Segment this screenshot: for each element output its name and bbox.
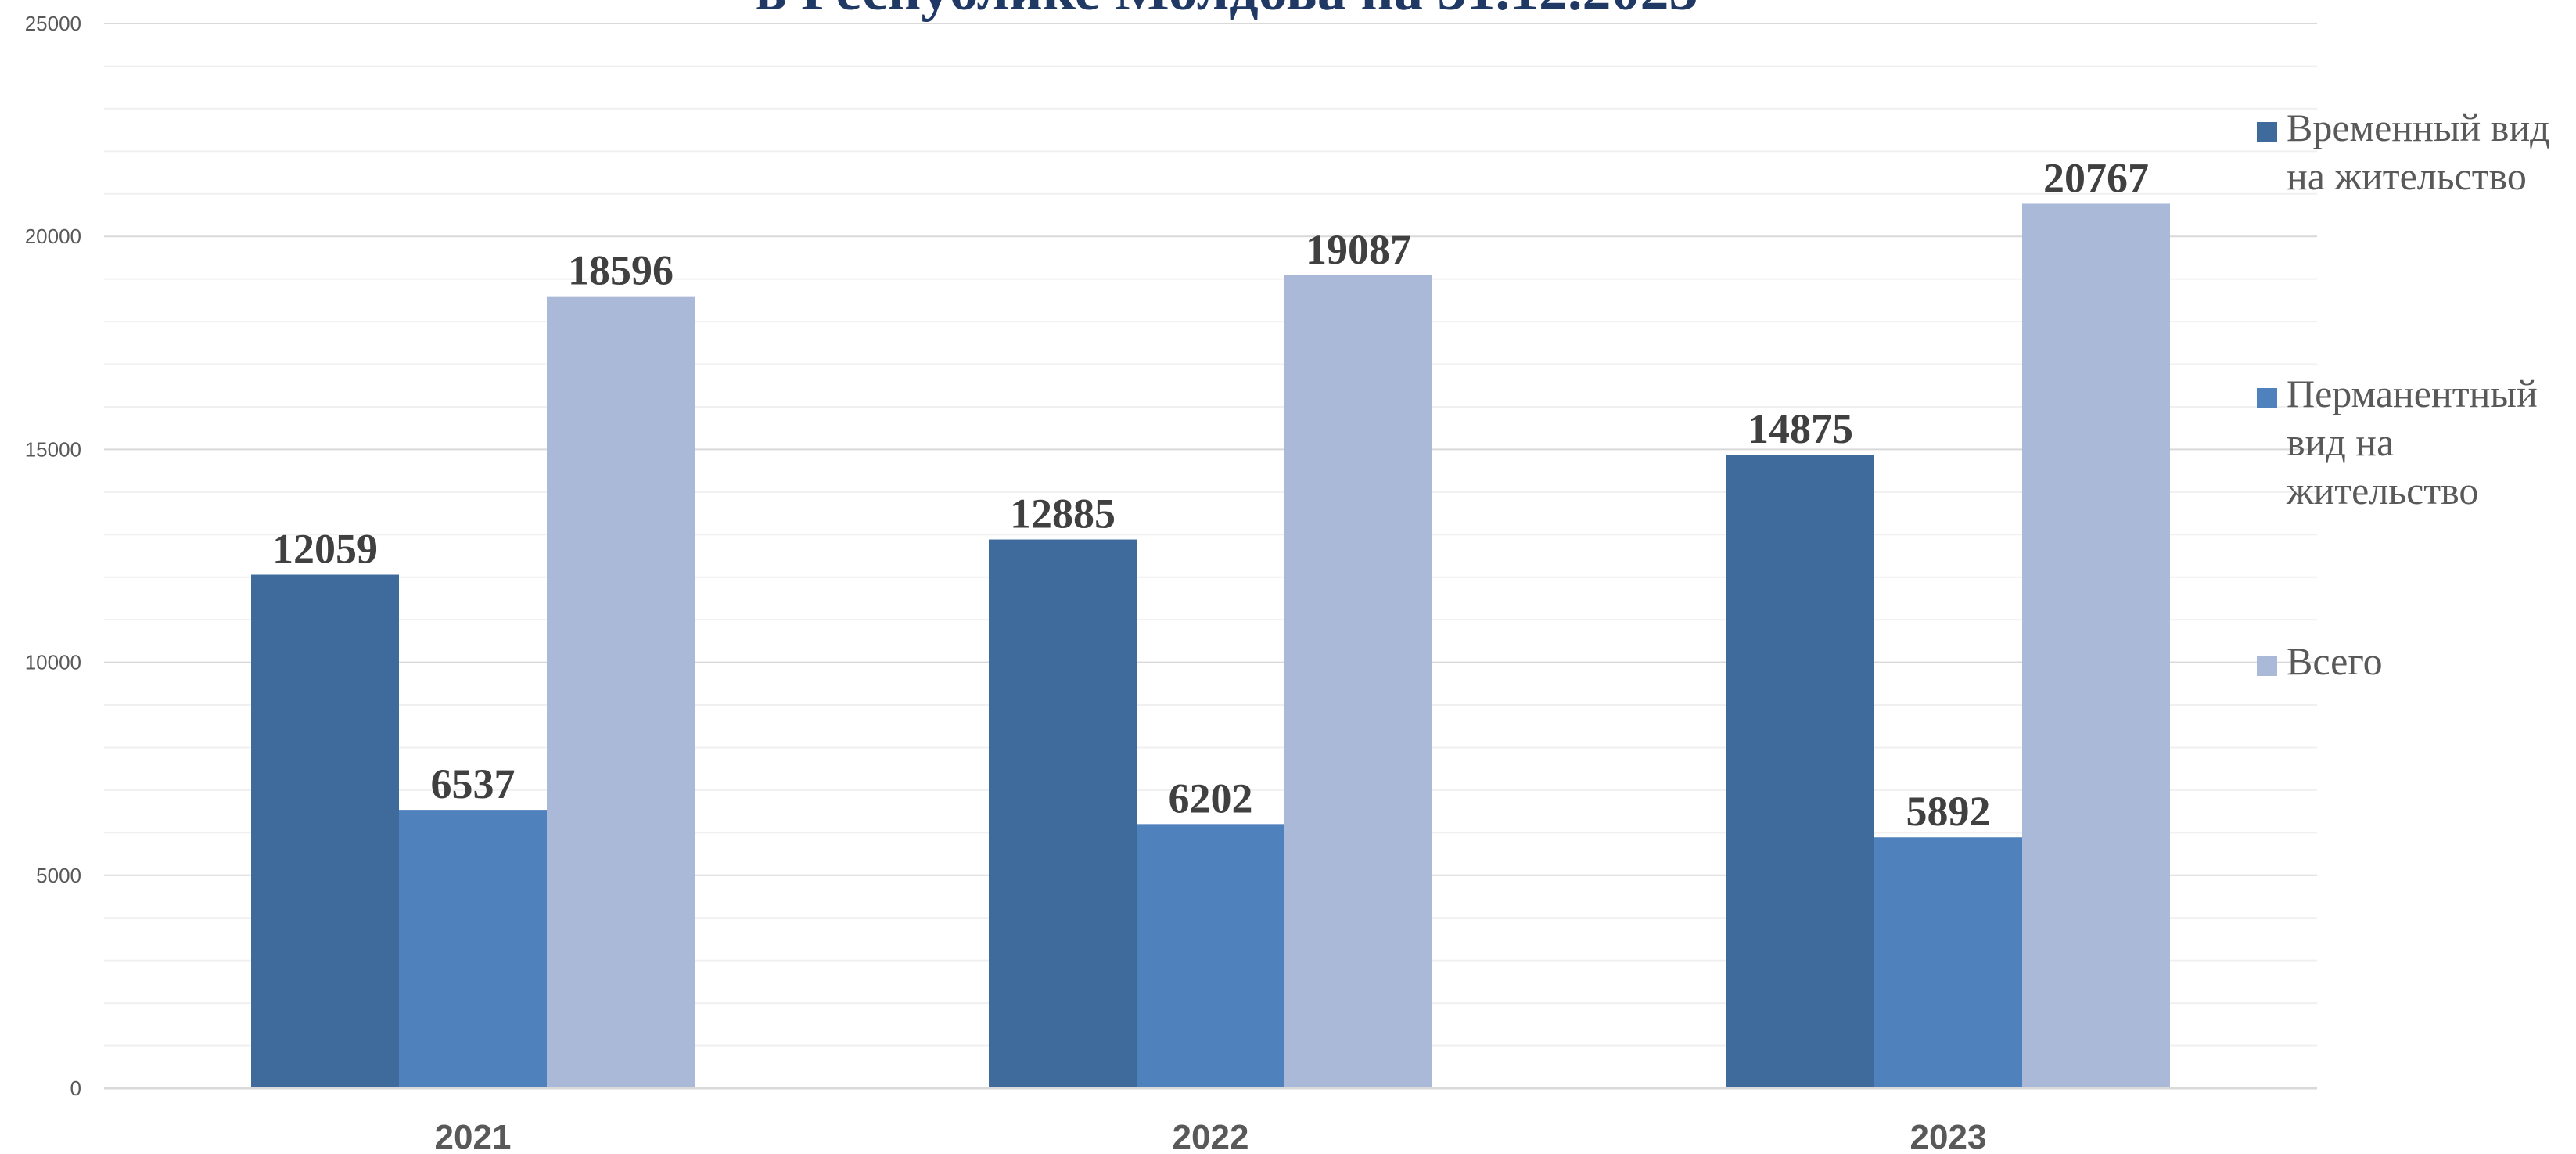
bar-value-label: 12885: [1010, 491, 1116, 537]
legend-label: Временный вид на жительство: [2287, 106, 2550, 198]
y-tick-label: 10000: [25, 651, 81, 674]
y-tick-label: 20000: [25, 225, 81, 248]
bar: [1137, 824, 1284, 1088]
bar-value-label: 5892: [1906, 788, 1991, 835]
bar-value-label: 12059: [272, 526, 378, 573]
bar-value-label: 19087: [1306, 226, 1411, 273]
bar-value-label: 6202: [1169, 775, 1253, 821]
legend-swatch: [2257, 388, 2277, 408]
axes: 0 5000 10000 15000 20000 25000 2021 2022 2023: [25, 12, 2317, 1154]
bar: [547, 296, 695, 1088]
data-labels: 12059 6537 18596 12885 6202 19087 14875 5892 207…: [272, 154, 2149, 835]
legend-label: Всего: [2287, 639, 2383, 683]
legend-label: Перманентный вид на жительство: [2286, 372, 2538, 512]
bar: [1874, 837, 2022, 1088]
y-tick-label: 0: [70, 1077, 81, 1100]
bar: [989, 539, 1137, 1088]
y-tick-label: 15000: [25, 437, 81, 461]
legend: Временный вид на жительство Перманентный ви…: [2257, 106, 2550, 683]
bar: [1284, 275, 1432, 1089]
bar-value-label: 14875: [1748, 405, 1853, 452]
x-tick-label: 2021: [435, 1118, 512, 1154]
bar-value-label: 20767: [2043, 154, 2149, 201]
bars: [251, 203, 2170, 1089]
bar-value-label: 6537: [431, 760, 516, 807]
y-tick-label: 5000: [36, 864, 81, 887]
legend-swatch: [2257, 656, 2277, 676]
legend-swatch: [2257, 122, 2277, 142]
x-tick-label: 2023: [1910, 1118, 1987, 1154]
bar: [2022, 203, 2170, 1088]
chart-title: в Республике Молдова на 31.12.2023: [756, 0, 1698, 23]
y-tick-label: 25000: [25, 12, 81, 35]
bar: [1726, 455, 1874, 1088]
bar-value-label: 18596: [568, 247, 674, 294]
bar: [251, 574, 399, 1088]
bar: [399, 810, 547, 1088]
x-tick-label: 2022: [1173, 1118, 1249, 1154]
